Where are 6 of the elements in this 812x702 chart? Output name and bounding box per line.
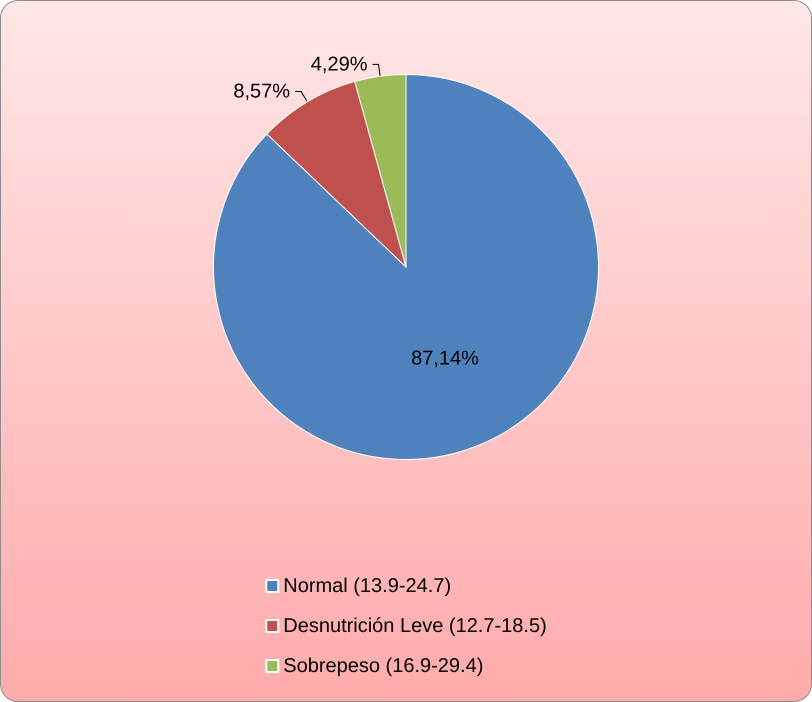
- legend-label: Desnutrición Leve (12.7-18.5): [283, 615, 547, 637]
- data-label: 87,14%: [411, 347, 480, 370]
- legend-label: Sobrepeso (16.9-29.4): [283, 655, 484, 677]
- data-label: 4,29%: [310, 53, 368, 76]
- legend-label: Normal (13.9-24.7): [283, 575, 452, 597]
- data-label: 8,57%: [233, 80, 290, 102]
